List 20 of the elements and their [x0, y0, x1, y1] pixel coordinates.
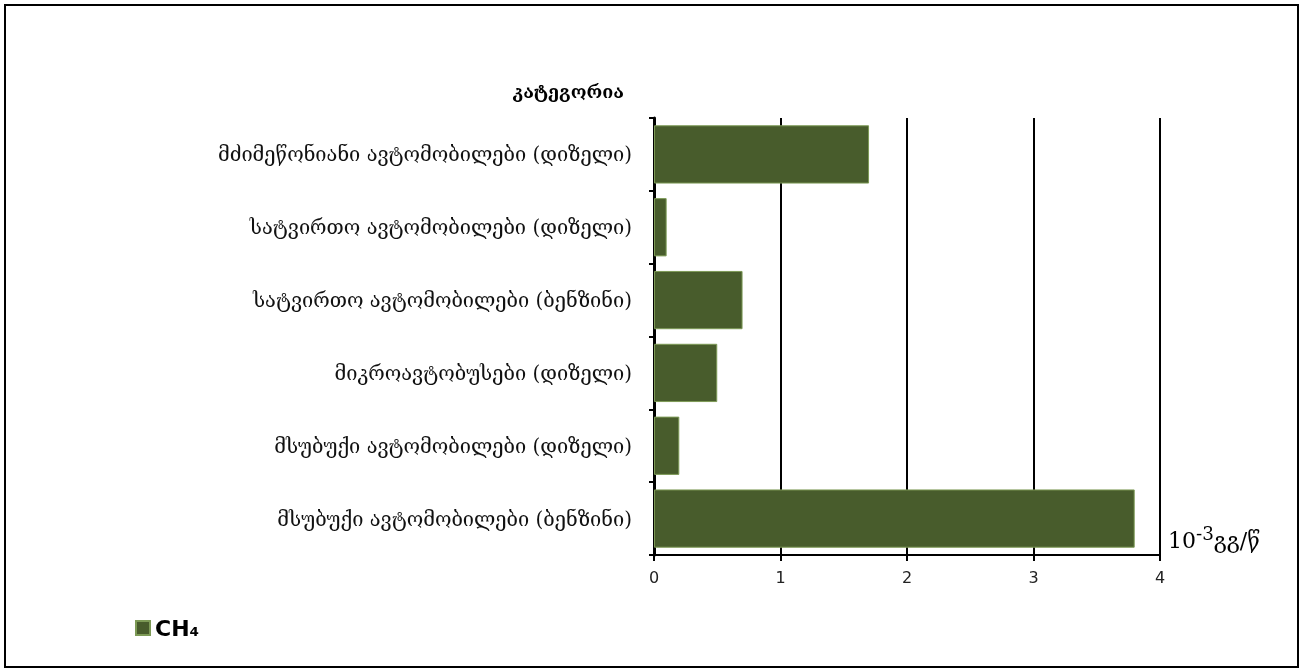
bar [654, 343, 718, 403]
bar [654, 270, 743, 330]
y-tick-label: სატვირთო ავტომობილები (ბენზინი) [251, 288, 632, 313]
y-tick-label: მსუბუქი ავტომობილები (ბენზინი) [277, 506, 632, 531]
bar [654, 489, 1135, 548]
bar [654, 198, 667, 257]
x-axis-title: 10$^{-3}$გგ/წ [1168, 523, 1260, 554]
bar [654, 416, 680, 475]
y-tick-label: სატვირთო ავტომობილები (დიზელი) [248, 215, 632, 240]
y-tick-label: მძიმეწონიანი ავტომობილები (დიზელი) [217, 142, 632, 167]
x-tick-label: 0 [648, 567, 660, 587]
x-tick-label: 2 [901, 567, 913, 587]
bar [654, 125, 870, 184]
y-axis-title: კატეგორია [512, 80, 624, 102]
y-tick-label: მიკროავტობუსები (დიზელი) [334, 360, 632, 385]
x-tick-label: 1 [775, 567, 786, 587]
legend-label: CH₄ [155, 615, 200, 641]
x-tick-label: 3 [1028, 567, 1039, 587]
y-tick-label: მსუბუქი ავტომობილები (დიზელი) [274, 433, 632, 458]
x-tick-label: 4 [1154, 567, 1166, 587]
